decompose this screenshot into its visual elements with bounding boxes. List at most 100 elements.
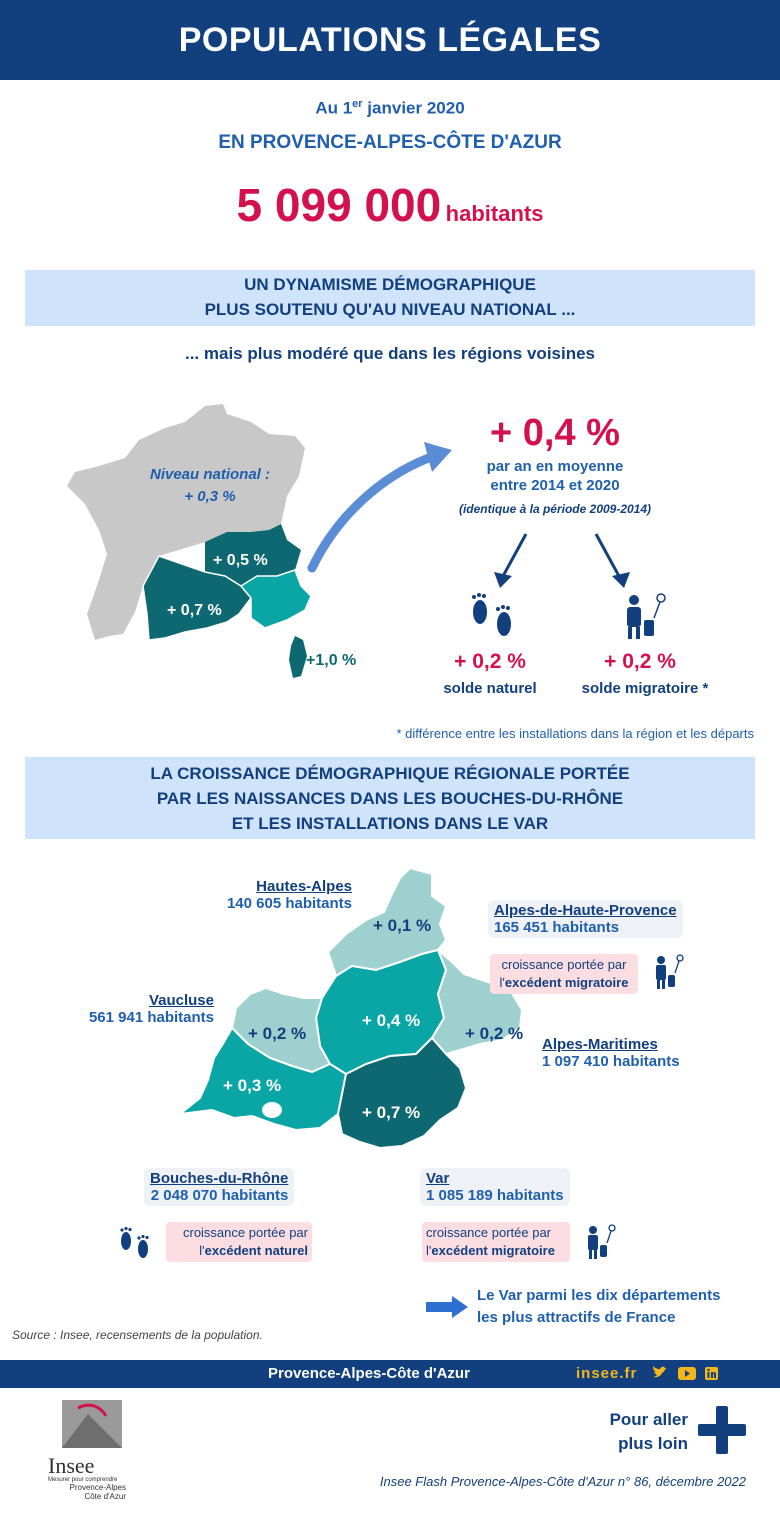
more-info-line1: Pour aller	[609, 1410, 688, 1429]
national-label: Niveau national :	[149, 466, 271, 483]
date-prefix: Au 1	[315, 98, 353, 118]
migratory-value: + 0,2 %	[604, 650, 676, 673]
alpes-maritimes-growth: + 0,2 %	[465, 1024, 524, 1043]
var-population: 1 085 189 habitants	[426, 1187, 564, 1204]
var-label: Var 1 085 189 habitants	[420, 1168, 570, 1206]
hautes-alpes-label: Hautes-Alpes 140 605 habitants	[150, 878, 352, 912]
plus-icon[interactable]	[698, 1406, 746, 1454]
insee-logo-region2: Côte d'Azur	[84, 1492, 126, 1501]
migratory-label: solde migratoire *	[581, 680, 709, 697]
ahp-traveller-icon	[656, 954, 684, 989]
alpes-maritimes-name: Alpes-Maritimes	[542, 1036, 658, 1053]
growth-note: (identique à la période 2009-2014)	[458, 502, 652, 516]
ahp-note-line1: croissance portée par	[501, 957, 627, 972]
var-growth: + 0,7 %	[362, 1103, 421, 1122]
twitter-icon[interactable]	[652, 1366, 668, 1380]
dept-var	[336, 1036, 468, 1150]
youtube-icon[interactable]	[678, 1367, 696, 1380]
section1-banner: UN DYNAMISME DÉMOGRAPHIQUE PLUS SOUTENU …	[25, 270, 755, 326]
ahp-growth: + 0,4 %	[362, 1011, 421, 1030]
population-value: 5 099 000	[236, 179, 442, 231]
alpes-maritimes-population: 1 097 410 habitants	[542, 1053, 680, 1070]
page-title: POPULATIONS LÉGALES	[178, 20, 602, 59]
publication-reference: Insee Flash Provence-Alpes-Côte d'Azur n…	[379, 1474, 746, 1489]
migratory-footnote: * différence entre les installations dan…	[396, 726, 754, 741]
var-name: Var	[426, 1170, 450, 1187]
vaucluse-label: Vaucluse 561 941 habitants	[50, 992, 214, 1026]
section2-line2: PAR LES NAISSANCES DANS LES BOUCHES-DU-R…	[156, 789, 624, 808]
reference-date: Au 1er janvier 2020	[0, 98, 780, 119]
more-info-line2: plus loin	[618, 1434, 688, 1453]
insee-logo-mark	[62, 1400, 122, 1448]
insee-site-link[interactable]: insee.fr	[576, 1365, 638, 1382]
bdr-note-driver: excédent naturel	[204, 1243, 308, 1258]
split-arrows-icon	[494, 533, 630, 588]
population-unit: habitants	[445, 201, 544, 226]
bdr-footprints-icon	[120, 1226, 149, 1258]
ahp-population: 165 451 habitants	[494, 919, 620, 936]
date-suffix: janvier 2020	[362, 98, 465, 118]
var-link-line1: Le Var parmi les dix départements	[477, 1287, 721, 1304]
var-link-line2: les plus attractifs de France	[477, 1309, 676, 1326]
vaucluse-name: Vaucluse	[148, 992, 214, 1009]
traveller-icon	[627, 593, 666, 639]
region-aura	[205, 524, 301, 586]
insee-logo-name: Insee	[48, 1453, 95, 1478]
growth-rate: + 0,4 %	[490, 412, 620, 454]
vaucluse-growth: + 0,2 %	[248, 1024, 307, 1043]
corse-value: +1,0 %	[306, 652, 357, 669]
source-note: Source : Insee, recensements de la popul…	[12, 1328, 263, 1342]
bdr-label: Bouches-du-Rhône 2 048 070 habitants	[144, 1168, 295, 1206]
section2-line3: ET LES INSTALLATIONS DANS LE VAR	[231, 814, 549, 833]
etang-de-berre	[262, 1102, 282, 1118]
dept-alpes-maritimes	[430, 949, 524, 1056]
paca-map	[176, 866, 524, 1150]
national-value: + 0,3 %	[184, 488, 236, 505]
france-mainland	[67, 404, 305, 640]
section1-line2: PLUS SOUTENU QU'AU NIVEAU NATIONAL ...	[204, 300, 576, 319]
ahp-name: Alpes-de-Haute-Provence	[494, 902, 677, 919]
insee-logo-tagline: Mesurer pour comprendre	[48, 1477, 118, 1483]
aura-value: + 0,5 %	[213, 552, 268, 569]
footprints-icon	[472, 593, 511, 636]
occitanie-value: + 0,7 %	[167, 602, 222, 619]
hautes-alpes-name: Hautes-Alpes	[256, 878, 352, 895]
growth-line1: par an en moyenne	[486, 458, 624, 475]
var-attractive-link[interactable]: Le Var parmi les dix départements les pl…	[477, 1285, 720, 1329]
bdr-note-article: l'	[199, 1243, 205, 1258]
bdr-note: croissance portée par l'excédent naturel	[166, 1222, 312, 1262]
bdr-population: 2 048 070 habitants	[150, 1187, 289, 1204]
right-arrow-icon[interactable]	[426, 1294, 470, 1320]
region-paca	[239, 569, 312, 629]
bdr-note-line1: croissance portée par	[182, 1225, 308, 1240]
var-note-article: l'	[426, 1243, 432, 1258]
insee-logo-region1: Provence-Alpes	[69, 1483, 126, 1492]
growth-line2: entre 2014 et 2020	[490, 477, 620, 494]
hautes-alpes-growth: + 0,1 %	[373, 916, 432, 935]
population-total: 5 099 000 habitants	[0, 178, 780, 232]
more-info-link[interactable]: Pour aller plus loin	[560, 1408, 688, 1456]
region-title: EN PROVENCE-ALPES-CÔTE D'AZUR	[218, 132, 562, 153]
region-occitanie	[142, 555, 252, 641]
footer-region: Provence-Alpes-Côte d'Azur	[268, 1365, 470, 1382]
section2-banner: LA CROISSANCE DÉMOGRAPHIQUE RÉGIONALE PO…	[25, 757, 755, 839]
page-header: POPULATIONS LÉGALES	[0, 0, 780, 80]
footer-bar	[0, 1360, 780, 1388]
ahp-note-driver: excédent migratoire	[504, 975, 629, 990]
france-map	[67, 404, 312, 678]
natural-label: solde naturel	[443, 680, 537, 697]
ahp-note-article: l'	[499, 975, 505, 990]
var-note-driver: excédent migratoire	[431, 1243, 555, 1258]
region-corse	[289, 636, 307, 678]
date-sup: er	[352, 98, 363, 110]
insee-logo: Insee Mesurer pour comprendre Provence-A…	[48, 1400, 126, 1501]
bdr-name: Bouches-du-Rhône	[150, 1170, 289, 1187]
ahp-label: Alpes-de-Haute-Provence 165 451 habitant…	[488, 900, 683, 938]
hautes-alpes-population: 140 605 habitants	[226, 895, 352, 912]
var-traveller-icon	[588, 1224, 616, 1259]
section1-subtitle: ... mais plus modéré que dans les région…	[184, 344, 596, 363]
vaucluse-population: 561 941 habitants	[88, 1009, 214, 1026]
linkedin-icon[interactable]	[705, 1367, 718, 1380]
ahp-note: croissance portée par l'excédent migrato…	[490, 954, 638, 994]
dept-bouches-du-rhone	[176, 1026, 348, 1132]
